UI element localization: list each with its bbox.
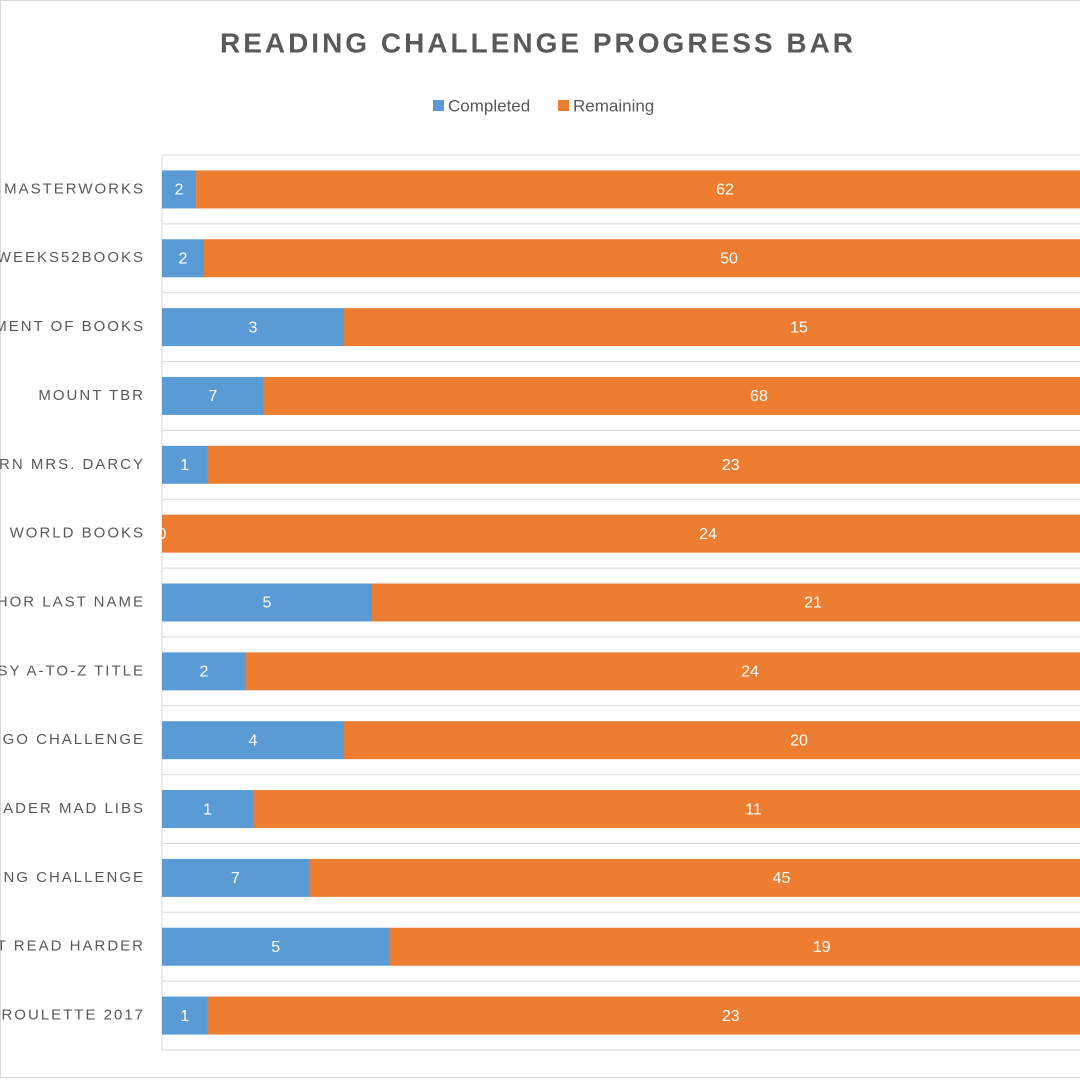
bar-segment — [162, 790, 253, 829]
data-label: 5 — [263, 595, 272, 612]
bar-segment — [372, 583, 1080, 622]
data-label: 1 — [180, 457, 189, 474]
data-label: 45 — [773, 870, 791, 887]
bar-segment — [162, 170, 197, 209]
data-label: 62 — [716, 182, 734, 199]
data-label: 1 — [203, 801, 212, 818]
bar-segment — [162, 927, 390, 966]
data-label: 7 — [231, 870, 240, 887]
category-label: MASTERWORKS — [4, 180, 145, 197]
bar-segment — [246, 652, 1080, 691]
legend-swatch — [558, 100, 569, 111]
bar-segment — [309, 858, 1080, 897]
bar-segment — [162, 583, 372, 622]
bar-segment — [253, 790, 1080, 829]
bar-segment — [162, 721, 344, 760]
data-label: 24 — [741, 664, 759, 681]
data-label: 21 — [804, 595, 822, 612]
chart-title: READING CHALLENGE PROGRESS BAR — [220, 27, 856, 58]
data-label: 2 — [179, 250, 188, 267]
data-label: 2 — [200, 664, 209, 681]
category-label: GO CHALLENGE — [3, 731, 145, 748]
category-label: MOUNT TBR — [38, 387, 145, 404]
data-label: 4 — [249, 732, 258, 749]
category-label: MENT OF BOOKS — [0, 318, 145, 335]
category-label: NG CHALLENGE — [3, 869, 145, 886]
bar-segment — [207, 996, 1080, 1035]
bar-segment — [162, 376, 264, 415]
data-label: 20 — [790, 732, 808, 749]
data-label: 19 — [813, 939, 831, 956]
bar-segment — [162, 308, 344, 347]
bar-segment — [162, 652, 246, 691]
bar-segment — [263, 376, 1080, 415]
category-label: SY A-TO-Z TITLE — [0, 662, 145, 679]
data-label: 0 — [158, 526, 167, 543]
data-label: 23 — [722, 1008, 740, 1025]
data-label: 50 — [720, 250, 738, 267]
category-label: WEEKS52BOOKS — [0, 249, 145, 266]
bar-segment — [162, 858, 309, 897]
data-label: 11 — [745, 801, 762, 818]
category-label: ADER MAD LIBS — [3, 800, 145, 817]
legend-swatch — [433, 100, 444, 111]
data-label: 3 — [249, 319, 258, 336]
bar-segment — [162, 996, 208, 1035]
bar-segment — [196, 170, 1080, 209]
bar-segment — [344, 308, 1080, 347]
category-label: HOR LAST NAME — [0, 593, 145, 610]
data-label: 24 — [699, 526, 717, 543]
category-label: RN MRS. DARCY — [0, 456, 145, 473]
data-label: 2 — [175, 182, 184, 199]
bar-segment — [207, 445, 1080, 484]
bar-segment — [162, 514, 1080, 553]
data-label: 15 — [790, 319, 808, 336]
data-label: 1 — [180, 1008, 189, 1025]
data-label: 5 — [271, 939, 280, 956]
bar-segment — [389, 927, 1080, 966]
legend-label: Remaining — [573, 96, 654, 115]
bar-segment — [162, 239, 204, 278]
bar-segment — [162, 445, 208, 484]
legend-label: Completed — [448, 96, 530, 115]
category-label: T READ HARDER — [0, 938, 145, 955]
category-label: WORLD BOOKS — [10, 525, 145, 542]
category-label: ROULETTE 2017 — [1, 1007, 145, 1024]
data-label: 23 — [722, 457, 740, 474]
bar-segment — [204, 239, 1080, 278]
data-label: 7 — [209, 388, 218, 405]
bar-segment — [344, 721, 1080, 760]
data-label: 68 — [750, 388, 768, 405]
